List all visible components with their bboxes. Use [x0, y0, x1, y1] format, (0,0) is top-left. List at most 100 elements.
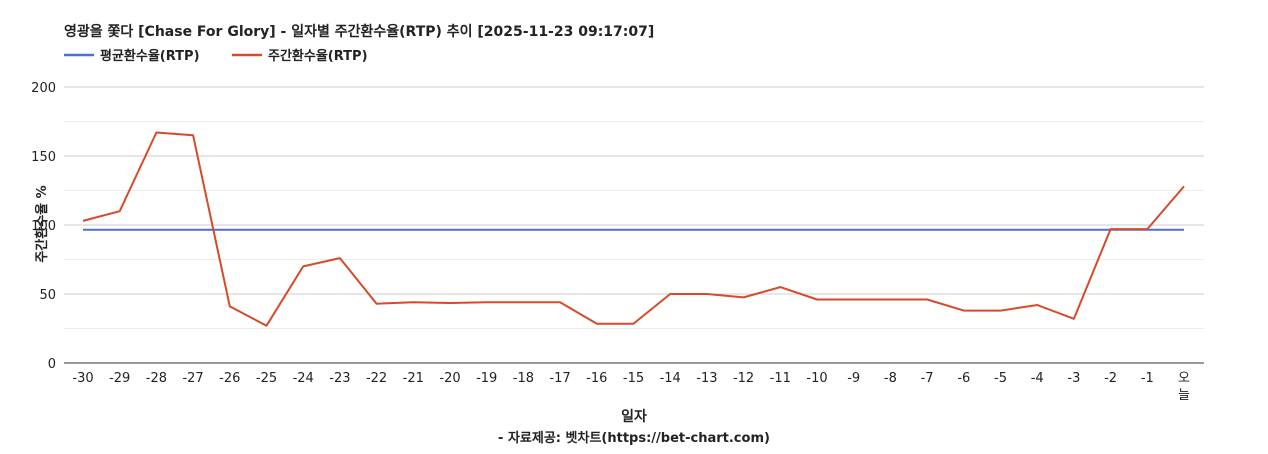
data-source-note: - 자료제공: 벳차트(https://bet-chart.com): [498, 430, 770, 446]
data-point-average[interactable]: [924, 227, 930, 233]
data-point-average[interactable]: [998, 227, 1004, 233]
data-point-weekly[interactable]: [190, 132, 196, 138]
data-point-weekly[interactable]: [410, 299, 416, 305]
data-point-weekly[interactable]: [1034, 302, 1040, 308]
data-point-weekly[interactable]: [300, 263, 306, 269]
x-tick-label: -23: [329, 371, 350, 386]
x-tick-label: -21: [403, 371, 424, 386]
data-point-weekly[interactable]: [1071, 316, 1077, 322]
chart-title: 영광을 쫓다 [Chase For Glory] - 일자별 주간환수율(RTP…: [64, 23, 654, 40]
x-axis-title: 일자: [621, 409, 647, 425]
x-tick-label: -3: [1067, 371, 1080, 386]
data-point-weekly[interactable]: [1144, 226, 1150, 232]
data-point-average[interactable]: [300, 227, 306, 233]
x-tick-label: -18: [513, 371, 534, 386]
data-point-average[interactable]: [704, 227, 710, 233]
data-point-weekly[interactable]: [337, 255, 343, 261]
data-point-average[interactable]: [447, 227, 453, 233]
data-point-average[interactable]: [374, 227, 380, 233]
x-tick-label: -26: [219, 371, 240, 386]
data-point-average[interactable]: [777, 227, 783, 233]
data-point-weekly[interactable]: [998, 308, 1004, 314]
data-point-average[interactable]: [410, 227, 416, 233]
x-tick-label: -9: [847, 371, 860, 386]
data-point-weekly[interactable]: [264, 323, 270, 329]
data-point-average[interactable]: [520, 227, 526, 233]
x-axis-ticks: -30 -29 -28 -27 -26 -25 -24 -23 -22 -21 -20 -19 -18-…: [72, 371, 1190, 403]
x-tick-label: -14: [660, 371, 681, 386]
data-point-weekly[interactable]: [484, 299, 490, 305]
data-point-average[interactable]: [80, 227, 86, 233]
data-point-weekly[interactable]: [594, 321, 600, 327]
data-point-weekly[interactable]: [741, 294, 747, 300]
y-axis-ticks: 0 50 100 150 200: [31, 81, 56, 372]
legend-item-weekly[interactable]: 주간환수율(RTP): [232, 48, 368, 64]
data-point-average[interactable]: [117, 227, 123, 233]
x-tick-label: -4: [1031, 371, 1044, 386]
x-tick-label: -24: [293, 371, 314, 386]
data-point-weekly[interactable]: [520, 299, 526, 305]
y-tick-label: 0: [48, 357, 56, 372]
series-line-weekly[interactable]: [82, 131, 1185, 327]
data-point-average[interactable]: [1181, 227, 1187, 233]
data-point-average[interactable]: [961, 227, 967, 233]
data-point-weekly[interactable]: [961, 308, 967, 314]
legend-label-average: 평균환수율(RTP): [100, 48, 200, 64]
x-tick-label: -8: [884, 371, 897, 386]
series: [80, 130, 1187, 329]
data-point-weekly[interactable]: [704, 291, 710, 297]
data-point-weekly[interactable]: [153, 130, 159, 136]
data-point-weekly[interactable]: [631, 321, 637, 327]
y-tick-label: 50: [39, 288, 56, 303]
data-point-weekly[interactable]: [557, 299, 563, 305]
data-point-weekly[interactable]: [924, 297, 930, 303]
data-point-average[interactable]: [557, 227, 563, 233]
legend-item-average[interactable]: 평균환수율(RTP): [64, 48, 200, 64]
data-point-average[interactable]: [851, 227, 857, 233]
data-point-weekly[interactable]: [374, 301, 380, 307]
data-point-weekly[interactable]: [887, 297, 893, 303]
data-point-average[interactable]: [1071, 227, 1077, 233]
data-point-average[interactable]: [631, 227, 637, 233]
data-point-average[interactable]: [887, 227, 893, 233]
x-tick-label: -11: [770, 371, 791, 386]
data-point-average[interactable]: [153, 227, 159, 233]
data-point-average[interactable]: [594, 227, 600, 233]
data-point-weekly[interactable]: [227, 303, 233, 309]
data-point-average[interactable]: [484, 227, 490, 233]
y-axis-title: 주간환수율 %: [34, 185, 50, 262]
x-tick-label: -5: [994, 371, 1007, 386]
data-point-weekly[interactable]: [447, 300, 453, 306]
x-tick-label: -17: [549, 371, 570, 386]
data-point-average[interactable]: [1034, 227, 1040, 233]
data-point-average[interactable]: [227, 227, 233, 233]
data-point-weekly[interactable]: [1108, 226, 1114, 232]
x-tick-label: -22: [366, 371, 387, 386]
y-tick-label: 150: [31, 150, 56, 165]
x-tick-label: -27: [182, 371, 203, 386]
x-tick-label: -25: [256, 371, 277, 386]
data-point-average[interactable]: [190, 227, 196, 233]
data-point-average[interactable]: [264, 227, 270, 233]
x-tick-label: -6: [957, 371, 970, 386]
data-point-weekly[interactable]: [851, 297, 857, 303]
data-point-average[interactable]: [741, 227, 747, 233]
y-tick-label: 100: [31, 219, 56, 234]
data-point-weekly[interactable]: [814, 297, 820, 303]
data-point-average[interactable]: [337, 227, 343, 233]
data-point-weekly[interactable]: [1181, 183, 1187, 189]
data-point-average[interactable]: [667, 227, 673, 233]
data-point-weekly[interactable]: [777, 284, 783, 290]
data-point-average[interactable]: [814, 227, 820, 233]
data-point-weekly[interactable]: [80, 218, 86, 224]
x-tick-label: -19: [476, 371, 497, 386]
data-point-weekly[interactable]: [117, 208, 123, 214]
x-tick-label: -15: [623, 371, 644, 386]
x-tick-label: -29: [109, 371, 130, 386]
x-tick-label: -2: [1104, 371, 1117, 386]
data-point-weekly[interactable]: [667, 291, 673, 297]
x-tick-label: -30: [72, 371, 93, 386]
